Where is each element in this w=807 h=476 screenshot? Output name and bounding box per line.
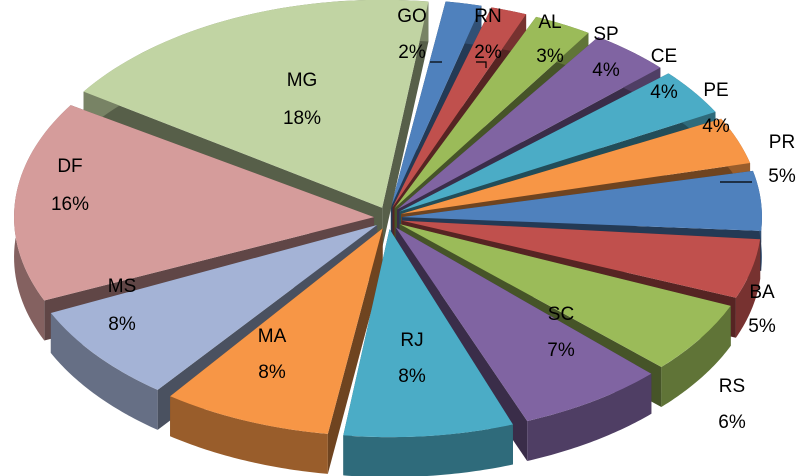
slice-label-sp: SP [593, 24, 618, 45]
slice-label-ba: BA [749, 282, 775, 303]
slice-label-pe: PE [703, 80, 728, 101]
slice-label-df: DF [57, 156, 82, 177]
pie-slice-rj [343, 229, 513, 476]
slice-value-ce: 4% [650, 82, 678, 103]
slice-rim [661, 305, 731, 407]
leader-line-rn [476, 61, 487, 68]
slice-value-rn: 2% [474, 42, 502, 63]
slice-label-al: AL [538, 12, 561, 33]
slice-top [343, 229, 513, 438]
slice-value-ba: 5% [748, 316, 776, 337]
leader-lines [430, 61, 752, 183]
slice-top [392, 7, 527, 208]
slice-value-sc: 7% [547, 340, 575, 361]
slice-label-ma: MA [258, 326, 287, 347]
slice-value-al: 3% [536, 46, 564, 67]
slice-wall [382, 1, 429, 248]
slice-label-ce: CE [651, 46, 677, 67]
pie-slice-ma [170, 228, 383, 474]
slice-rim [735, 239, 761, 338]
slice-value-rj: 8% [398, 366, 426, 387]
slice-top [401, 170, 762, 231]
slice-top [83, 0, 429, 208]
slice-top [390, 1, 482, 208]
slice-value-pe: 4% [702, 116, 730, 137]
slice-labels: GO 2% RN 2% AL 3% SP 4% CE 4% PE 4% PR 5% BA 5% RS 6% SC 7%… [51, 6, 796, 433]
slice-top [401, 118, 751, 215]
slice-label-rs: RS [719, 376, 745, 397]
slice-value-ma: 8% [258, 362, 286, 383]
slice-value-go: 2% [398, 42, 426, 63]
pie-slices [14, 0, 762, 476]
slice-value-rs: 6% [718, 412, 746, 433]
slice-wall [327, 228, 383, 474]
slice-rim [50, 312, 158, 430]
slice-top [401, 220, 761, 298]
slice-value-mg: 18% [283, 108, 321, 129]
slice-rim [170, 396, 328, 474]
slice-rim [527, 373, 652, 461]
slice-label-sc: SC [548, 304, 574, 325]
slice-top [397, 36, 661, 210]
slice-value-df: 16% [51, 194, 89, 215]
slice-value-sp: 4% [592, 60, 620, 81]
slice-label-pr: PR [769, 132, 795, 153]
slice-top [170, 228, 383, 434]
slice-label-go: GO [397, 6, 427, 27]
slice-top [50, 225, 378, 390]
slice-top [399, 73, 716, 212]
slice-label-ms: MS [108, 276, 137, 297]
slice-top [394, 16, 589, 209]
slice-top [14, 105, 375, 301]
slice-rim [343, 424, 513, 476]
slice-top [399, 224, 731, 368]
slice-value-pr: 5% [768, 166, 796, 187]
slice-value-ms: 8% [108, 314, 136, 335]
slice-top [395, 227, 652, 421]
slice-label-rn: RN [474, 6, 501, 27]
slice-label-rj: RJ [400, 330, 423, 351]
slice-label-mg: MG [287, 70, 318, 91]
